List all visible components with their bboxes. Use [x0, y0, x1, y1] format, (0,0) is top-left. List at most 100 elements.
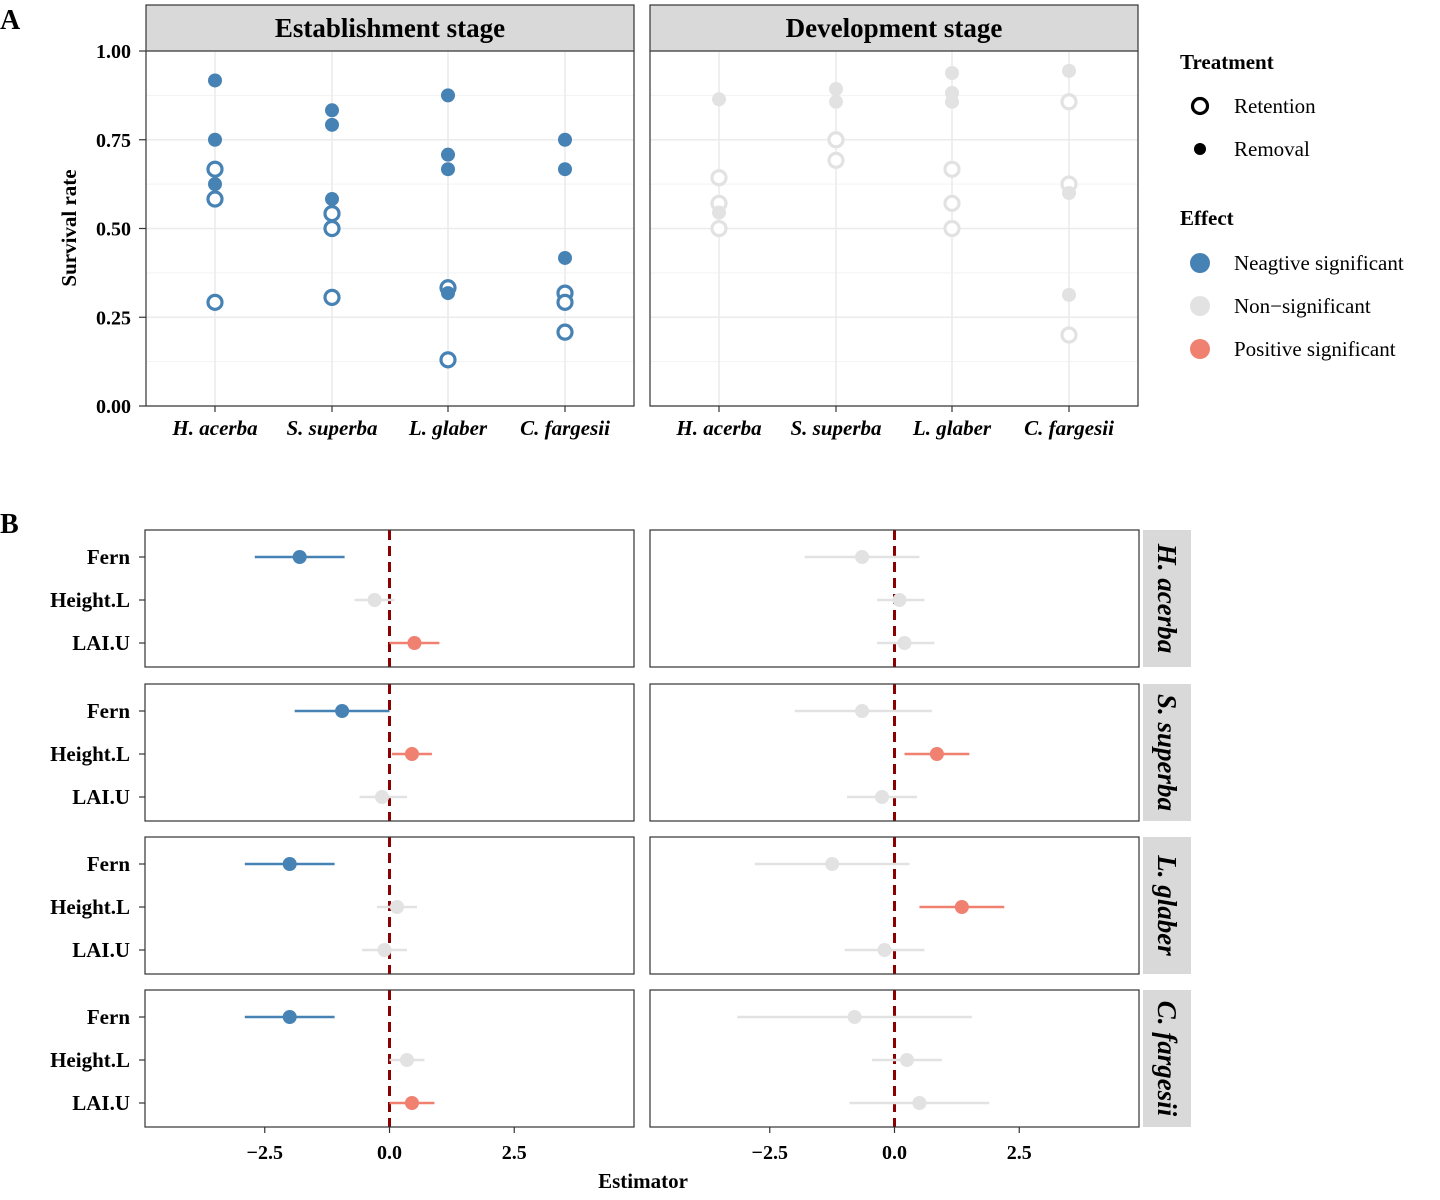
legend-removal-symbol — [1194, 143, 1206, 155]
species-strip — [1143, 837, 1191, 974]
estimate-point — [282, 857, 297, 871]
estimate-point — [292, 550, 307, 564]
estimate-point — [892, 593, 907, 607]
data-point-removal — [441, 147, 455, 162]
facet-development: Development stage H. acerba S. superba L. g… — [649, 4, 1139, 440]
estimate-point — [855, 704, 870, 718]
species-strip-label: H. acerba — [1152, 543, 1182, 653]
data-point-removal — [558, 162, 572, 177]
estimate-point — [389, 900, 404, 914]
estimate-point — [399, 1053, 414, 1067]
y-tick-label: 0.50 — [96, 219, 131, 241]
species-strip-label: L. glaber — [1152, 854, 1182, 956]
x-tick-label: C. fargesii — [520, 416, 610, 440]
data-point-removal — [1062, 186, 1076, 200]
y-tick-label: 1.00 — [96, 41, 131, 63]
x-tick-label: H. acerba — [171, 416, 257, 440]
x-tick-label: L. glaber — [912, 416, 992, 440]
estimate-point — [912, 1096, 927, 1110]
data-point-retention — [206, 190, 224, 208]
legend-removal-label: Removal — [1234, 137, 1310, 161]
facet-title: Development stage — [786, 13, 1003, 43]
estimate-point — [367, 593, 382, 607]
facet-establishment: Establishment stage H. acerba S. superba L.… — [145, 4, 635, 440]
legend-effect-symbol — [1190, 296, 1210, 316]
legend: Treatment Retention Removal EffectNeagtive … — [1180, 50, 1404, 361]
estimate-point — [855, 550, 870, 564]
legend-effect-symbol — [1190, 339, 1210, 359]
data-point-retention — [943, 219, 961, 238]
forest-panel-border — [144, 836, 635, 975]
variable-label: Height.L — [50, 588, 130, 612]
y-tick-label: 0.75 — [96, 130, 131, 152]
forest-row-1: Fern Height.L LAI.U H. acerba — [50, 529, 1191, 668]
estimate-point — [404, 1096, 419, 1110]
data-point-retention — [323, 204, 341, 223]
data-point-retention — [323, 288, 341, 306]
variable-label: Height.L — [50, 742, 130, 766]
data-point-removal — [208, 132, 222, 147]
estimate-point — [377, 943, 392, 957]
data-point-retention — [556, 323, 574, 341]
data-point-removal — [441, 88, 455, 103]
y-tick-label: 0.00 — [96, 396, 131, 418]
variable-label: LAI.U — [72, 631, 130, 655]
estimate-point — [954, 900, 969, 914]
panel-border — [145, 50, 635, 407]
estimate-point — [335, 704, 350, 718]
estimate-point — [282, 1010, 297, 1024]
data-point-removal — [945, 94, 959, 109]
panel-label-a: A — [0, 5, 21, 36]
facet-strip — [145, 4, 635, 52]
legend-effect-label: Non−significant — [1234, 294, 1371, 318]
data-point-removal — [208, 177, 222, 192]
forest-panel-border — [649, 836, 1140, 975]
data-point-removal — [441, 162, 455, 177]
forest-row-4: Fern Height.L LAI.U C. fargesii — [50, 989, 1191, 1128]
forest-row-3: Fern Height.L LAI.U L. glaber — [50, 836, 1191, 975]
x-tick-label: S. superba — [790, 416, 881, 440]
x-tick-label: C. fargesii — [1024, 416, 1114, 440]
forest-row-2: Fern Height.L LAI.U S. superba — [50, 683, 1191, 822]
data-point-removal — [1062, 287, 1076, 302]
variable-label: Fern — [87, 545, 130, 569]
estimate-point — [375, 790, 390, 804]
variable-label: LAI.U — [72, 785, 130, 809]
estimate-point — [897, 636, 912, 650]
data-point-removal — [712, 205, 726, 220]
facet-title: Establishment stage — [275, 13, 505, 43]
x-axis-title: Estimator — [598, 1169, 688, 1193]
data-point-removal — [208, 73, 222, 88]
data-point-removal — [441, 286, 455, 301]
data-point-retention — [1060, 93, 1078, 111]
data-point-retention — [943, 194, 961, 212]
variable-label: Fern — [87, 699, 130, 723]
x-tick-label: −2.5 — [247, 1142, 283, 1164]
estimate-point — [404, 747, 419, 761]
estimate-point — [877, 943, 892, 957]
data-point-retention — [206, 293, 224, 311]
variable-label: LAI.U — [72, 1091, 130, 1115]
data-point-retention — [439, 351, 457, 369]
data-point-removal — [829, 94, 843, 109]
legend-effect-label: Positive significant — [1234, 337, 1396, 361]
legend-effect-label: Neagtive significant — [1234, 251, 1404, 275]
data-point-retention — [1060, 326, 1078, 344]
species-strip — [1143, 530, 1191, 667]
data-point-retention — [827, 131, 845, 149]
data-point-removal — [325, 192, 339, 207]
x-tick-label: 0.0 — [882, 1142, 907, 1164]
variable-label: Height.L — [50, 895, 130, 919]
legend-treatment-title: Treatment — [1180, 50, 1274, 74]
legend-retention-symbol — [1190, 96, 1210, 116]
species-strip-label: S. superba — [1152, 694, 1182, 811]
legend-effect-title: Effect — [1180, 206, 1234, 230]
species-strip-label: C. fargesii — [1152, 1001, 1182, 1117]
data-point-removal — [325, 103, 339, 118]
variable-label: Fern — [87, 852, 130, 876]
estimate-point — [847, 1010, 862, 1024]
x-tick-label: −2.5 — [752, 1142, 788, 1164]
data-point-retention — [323, 219, 341, 238]
panel-border — [649, 50, 1139, 407]
estimate-point — [825, 857, 840, 871]
